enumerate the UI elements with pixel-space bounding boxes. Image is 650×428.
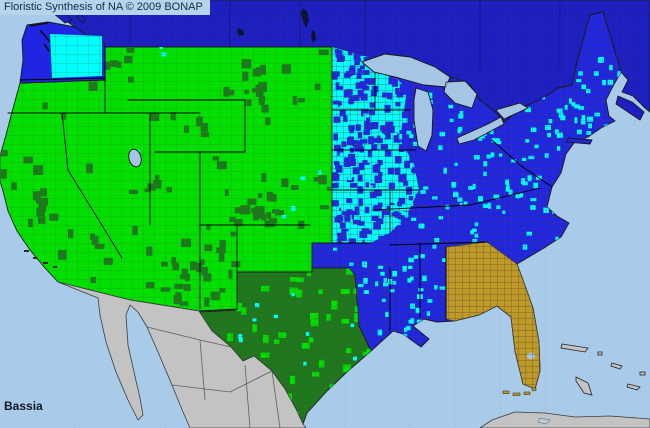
map-title-bar: Floristic Synthesis of NA © 2009 BONAP	[0, 0, 210, 15]
channel-islands	[24, 250, 57, 268]
long-island	[566, 137, 593, 145]
manitoba-lakes	[237, 8, 316, 43]
lake-erie	[456, 116, 505, 145]
state-borders	[7, 46, 553, 332]
map-title: Floristic Synthesis of NA © 2009 BONAP	[4, 1, 203, 13]
florida-keys	[502, 387, 537, 396]
puget-sound-inlets	[29, 22, 51, 53]
taxon-label: Bassia	[4, 399, 43, 413]
cuba-bay	[537, 417, 551, 425]
great-salt-lake	[128, 148, 142, 168]
lake-ontario	[495, 102, 529, 120]
great-lakes	[361, 53, 529, 152]
bahamas-islands	[560, 343, 646, 396]
mexico-state-lines	[146, 326, 281, 428]
nova-scotia	[615, 95, 645, 121]
